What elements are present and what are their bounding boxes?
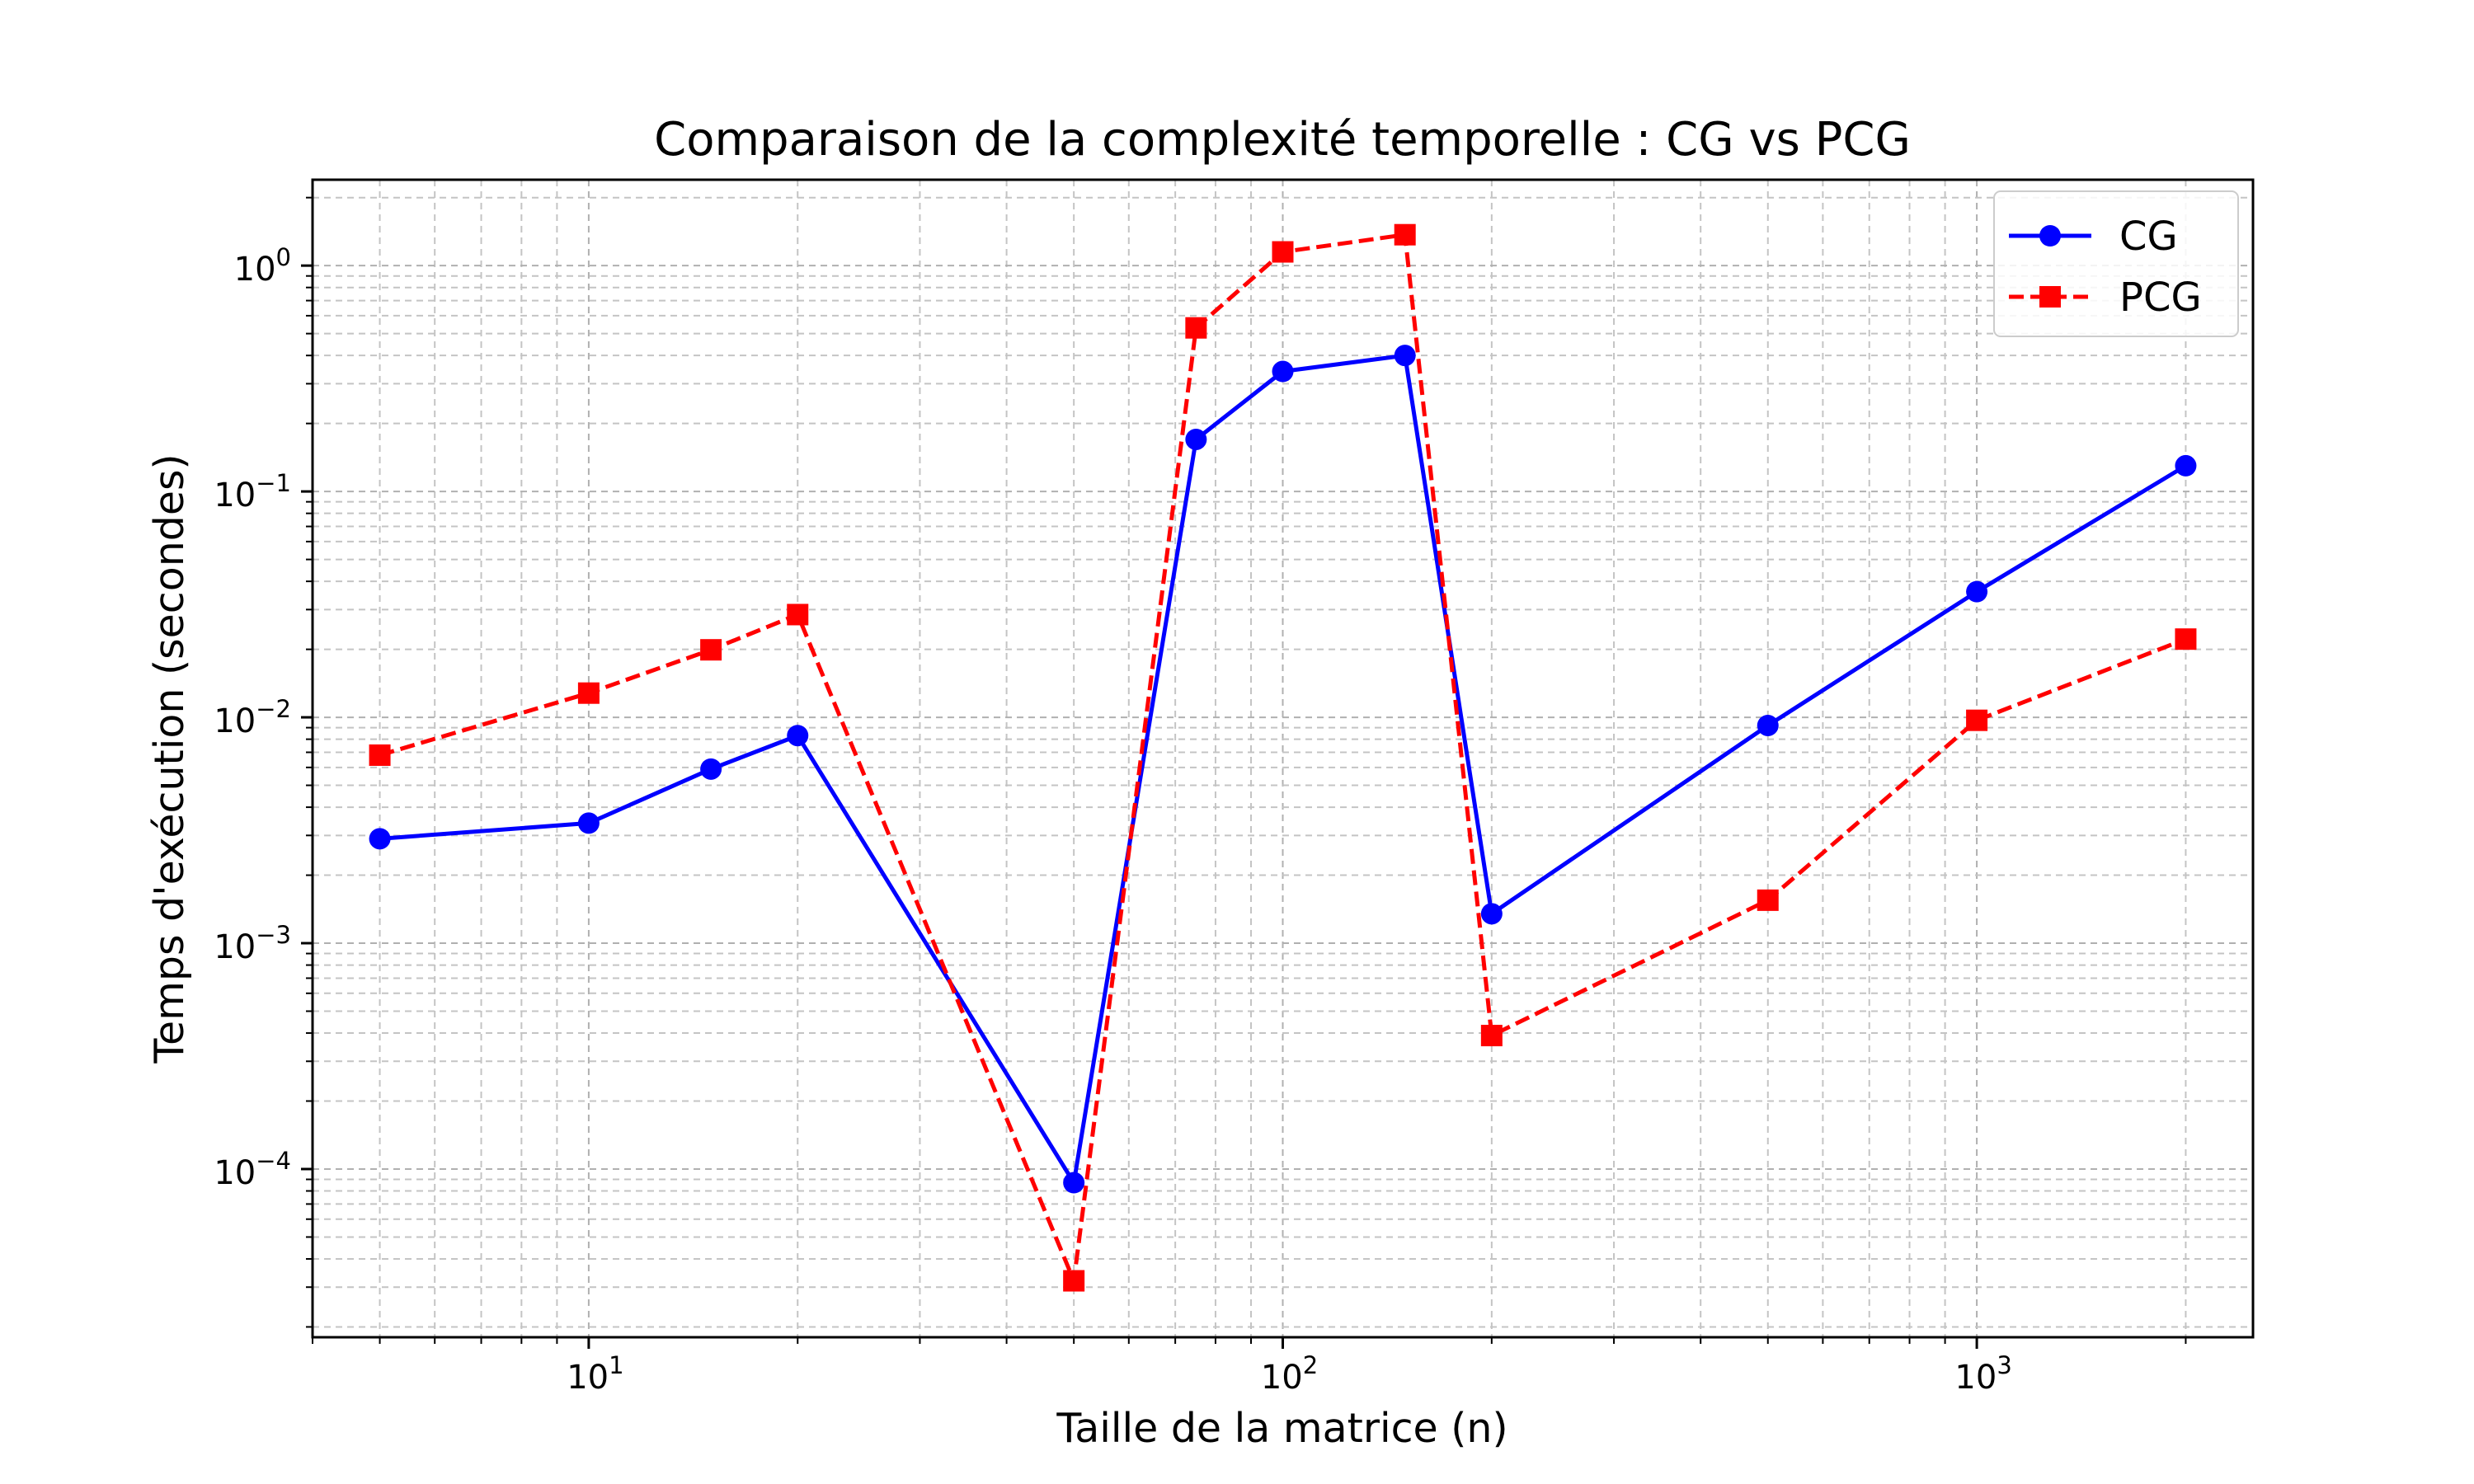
- data-point-pcg: [787, 603, 809, 626]
- legend-entry-cg: CG: [2009, 214, 2178, 260]
- grid: [312, 180, 2253, 1337]
- data-point-pcg: [369, 744, 391, 766]
- y-axis-label: Temps d'exécution (secondes): [146, 453, 193, 1064]
- data-point-cg: [1394, 345, 1416, 367]
- legend: CG PCG: [1993, 190, 2239, 337]
- data-point-pcg: [1757, 889, 1779, 911]
- series-line-cg: [379, 353, 2187, 1186]
- data-point-cg: [1966, 580, 1988, 603]
- data-point-cg: [577, 812, 600, 834]
- legend-marker: [2039, 225, 2061, 247]
- y-tick-label: 10−4: [214, 1147, 291, 1192]
- data-point-cg: [700, 758, 722, 780]
- data-point-pcg: [1966, 709, 1988, 731]
- data-point-pcg: [1272, 241, 1294, 263]
- data-point-pcg: [2175, 628, 2197, 650]
- y-tick-label: 10−1: [214, 469, 291, 514]
- x-tick-label: 103: [1954, 1351, 2011, 1397]
- legend-marker: [2039, 286, 2061, 308]
- data-point-cg: [1272, 360, 1294, 383]
- data-point-pcg: [1394, 223, 1416, 246]
- data-point-pcg: [1063, 1270, 1085, 1292]
- data-point-cg: [1757, 714, 1779, 736]
- x-tick-label: 101: [567, 1351, 623, 1397]
- legend-entry-pcg: PCG: [2009, 275, 2202, 321]
- series-pcg: [369, 223, 2197, 1292]
- y-tick-label: 100: [234, 243, 291, 289]
- data-point-cg: [369, 828, 391, 850]
- data-point-cg: [1185, 428, 1207, 450]
- y-tick-label: 10−2: [214, 695, 291, 740]
- legend-label: PCG: [2119, 275, 2202, 321]
- data-point-pcg: [1185, 317, 1207, 339]
- data-point-pcg: [577, 682, 600, 704]
- legend-label: CG: [2119, 214, 2178, 260]
- series-line-pcg: [379, 232, 2187, 1284]
- data-point-cg: [1480, 903, 1503, 925]
- data-point-cg: [1063, 1172, 1085, 1194]
- chart-title: Comparaison de la complexité temporelle …: [654, 113, 1911, 167]
- data-point-pcg: [700, 639, 722, 661]
- data-point-cg: [2175, 454, 2197, 477]
- series-cg: [369, 345, 2197, 1194]
- x-tick-label: 102: [1261, 1351, 1318, 1397]
- x-axis-label: Taille de la matrice (n): [1056, 1405, 1507, 1452]
- data-point-cg: [787, 725, 809, 747]
- plot-series: [369, 223, 2197, 1292]
- axis-ticks: 101 102 103 10−4 10−3 10−2 10−1 100: [214, 196, 2187, 1397]
- y-tick-label: 10−3: [214, 921, 291, 966]
- data-point-pcg: [1480, 1025, 1503, 1047]
